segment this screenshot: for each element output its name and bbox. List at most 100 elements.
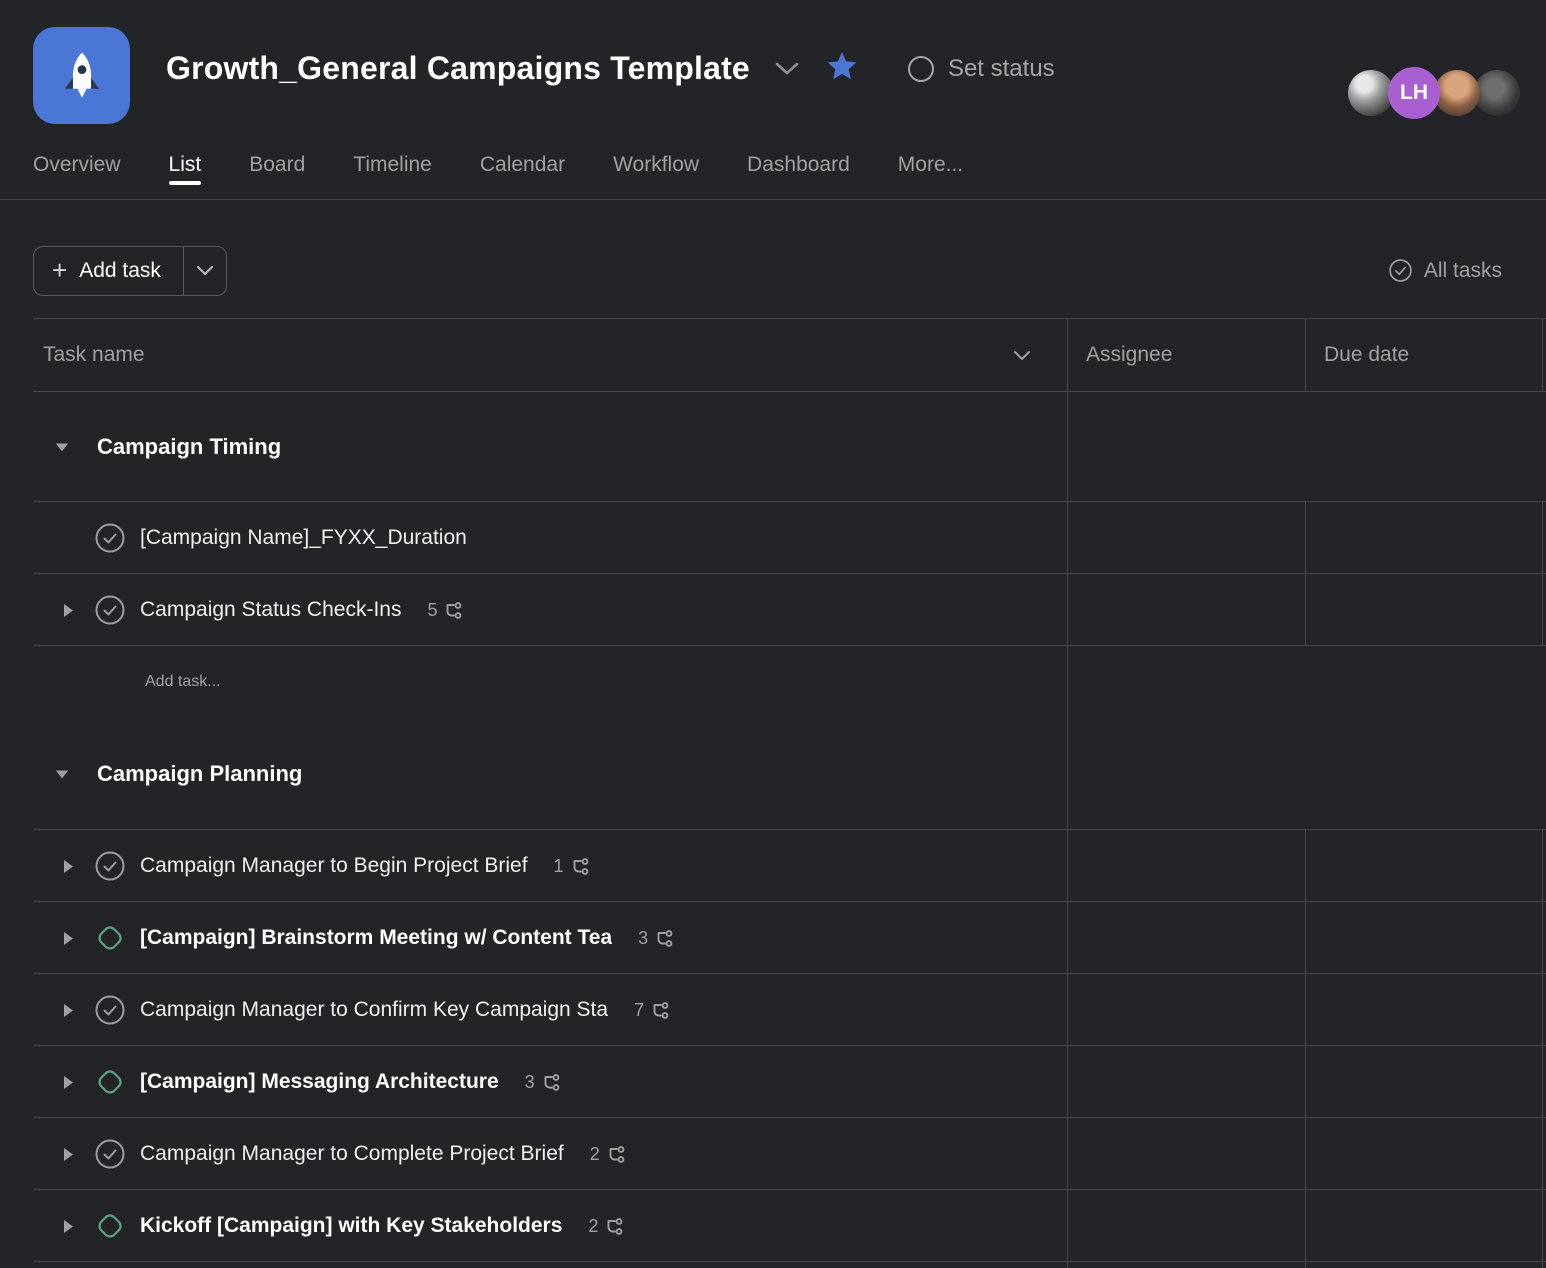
expand-subtasks-icon[interactable] — [62, 859, 75, 874]
due-date-cell[interactable] — [1305, 1190, 1543, 1262]
all-tasks-label: All tasks — [1423, 258, 1502, 282]
avatar[interactable] — [1434, 70, 1480, 116]
due-date-cell[interactable] — [1305, 830, 1543, 902]
task-row[interactable]: [Campaign] Messaging Architecture 3 — [0, 1046, 1546, 1118]
section-title[interactable]: Campaign Timing — [97, 434, 282, 459]
check-circle-icon — [1389, 259, 1412, 282]
set-status-button[interactable]: Set status — [907, 55, 1055, 83]
task-row[interactable]: Campaign Status Check-Ins 5 — [0, 574, 1546, 646]
expand-subtasks-icon[interactable] — [62, 603, 75, 618]
rocket-icon — [64, 51, 99, 98]
column-due-date[interactable]: Due date — [1305, 318, 1543, 392]
due-date-cell[interactable] — [1305, 1046, 1543, 1118]
task-table: Task name Assignee Due date Campaign Tim… — [0, 318, 1546, 1268]
due-date-cell[interactable] — [1305, 1118, 1543, 1190]
task-name[interactable]: Campaign Manager to Complete Project Bri… — [140, 1142, 564, 1165]
view-tab-bar: Overview List Board Timeline Calendar Wo… — [0, 130, 1546, 200]
tab-more[interactable]: More... — [897, 152, 964, 176]
subtask-icon — [573, 857, 588, 875]
subtask-count: 2 — [588, 1216, 623, 1237]
subtask-count: 3 — [525, 1072, 560, 1093]
subtask-count: 5 — [427, 600, 462, 621]
due-date-cell[interactable] — [1305, 574, 1543, 646]
subtask-count: 3 — [638, 928, 673, 949]
member-avatars: LH — [1348, 67, 1522, 119]
all-tasks-filter[interactable]: All tasks — [1388, 258, 1502, 283]
status-circle-icon — [907, 55, 934, 82]
complete-task-icon[interactable] — [95, 851, 125, 881]
subtask-count: 2 — [590, 1144, 625, 1165]
expand-subtasks-icon[interactable] — [62, 1219, 75, 1234]
task-row[interactable]: Campaign Manager to Confirm Key Campaign… — [0, 974, 1546, 1046]
title-dropdown-chevron-icon[interactable] — [774, 61, 800, 77]
complete-task-icon[interactable] — [95, 523, 125, 553]
page-title: Growth_General Campaigns Template — [166, 50, 750, 86]
assignee-cell[interactable] — [1067, 902, 1305, 974]
tab-dashboard[interactable]: Dashboard — [747, 152, 850, 176]
column-task-name[interactable]: Task name — [43, 343, 145, 366]
expand-subtasks-icon[interactable] — [62, 931, 75, 946]
add-task-row[interactable]: Add task... — [0, 646, 1546, 718]
tab-timeline[interactable]: Timeline — [353, 152, 432, 176]
section-collapse-icon[interactable] — [55, 441, 69, 453]
section-title[interactable]: Campaign Planning — [97, 761, 303, 786]
tab-board[interactable]: Board — [249, 152, 306, 176]
task-name[interactable]: Campaign Manager to Begin Project Brief — [140, 854, 528, 877]
add-task-inline-label[interactable]: Add task... — [145, 673, 221, 690]
expand-subtasks-icon[interactable] — [62, 1147, 75, 1162]
task-name[interactable]: Kickoff [Campaign] with Key Stakeholders — [140, 1214, 563, 1237]
assignee-cell[interactable] — [1067, 830, 1305, 902]
section-row-campaign-timing: Campaign Timing — [0, 392, 1546, 502]
milestone-icon[interactable] — [95, 1211, 125, 1241]
favorite-star-icon[interactable] — [826, 51, 858, 86]
task-name[interactable]: [Campaign Name]_FYXX_Duration — [140, 526, 467, 549]
tab-calendar[interactable]: Calendar — [479, 152, 566, 176]
assignee-cell[interactable] — [1067, 974, 1305, 1046]
task-row[interactable]: Campaign Manager to Begin Project Brief … — [0, 830, 1546, 902]
assignee-cell[interactable] — [1067, 1118, 1305, 1190]
avatar[interactable] — [1474, 70, 1520, 116]
avatar[interactable] — [1348, 70, 1394, 116]
due-date-cell[interactable] — [1305, 974, 1543, 1046]
column-assignee[interactable]: Assignee — [1067, 318, 1305, 392]
project-icon-tile — [33, 27, 130, 124]
task-row[interactable]: Kickoff [Campaign] with Key Stakeholders… — [0, 1190, 1546, 1262]
task-row[interactable]: Campaign Manager to Complete Project Bri… — [0, 1118, 1546, 1190]
assignee-cell[interactable] — [1067, 1190, 1305, 1262]
section-collapse-icon[interactable] — [55, 768, 69, 780]
section-row-campaign-planning: Campaign Planning — [0, 718, 1546, 830]
task-row[interactable]: [Campaign Name]_FYXX_Duration — [0, 502, 1546, 574]
task-name[interactable]: [Campaign] Brainstorm Meeting w/ Content… — [140, 926, 613, 949]
table-header-row: Task name Assignee Due date — [0, 318, 1546, 392]
tab-overview[interactable]: Overview — [33, 152, 121, 176]
expand-subtasks-icon[interactable] — [62, 1003, 75, 1018]
add-task-button[interactable]: + Add task — [33, 245, 227, 296]
milestone-icon[interactable] — [95, 1067, 125, 1097]
task-name[interactable]: Campaign Status Check-Ins — [140, 598, 402, 621]
subtask-icon — [653, 1001, 669, 1019]
due-date-cell[interactable] — [1305, 902, 1543, 974]
avatar[interactable]: LH — [1388, 67, 1440, 119]
expand-subtasks-icon[interactable] — [62, 1075, 75, 1090]
milestone-icon[interactable] — [95, 923, 125, 953]
page-header: Growth_General Campaigns Template Set st… — [0, 0, 1546, 130]
assignee-cell[interactable] — [1067, 574, 1305, 646]
due-date-cell[interactable] — [1305, 502, 1543, 574]
add-task-dropdown-button[interactable] — [182, 246, 226, 295]
subtask-icon — [544, 1073, 559, 1091]
complete-task-icon[interactable] — [95, 1139, 125, 1169]
task-name[interactable]: Campaign Manager to Confirm Key Campaign… — [140, 998, 609, 1021]
complete-task-icon[interactable] — [95, 595, 125, 625]
tab-list[interactable]: List — [168, 130, 201, 199]
add-task-label: Add task — [79, 258, 161, 282]
subtask-icon — [607, 1217, 623, 1235]
subtask-icon — [657, 929, 673, 947]
column-sort-chevron-icon[interactable] — [1013, 350, 1031, 361]
assignee-cell[interactable] — [1067, 502, 1305, 574]
task-name[interactable]: [Campaign] Messaging Architecture — [140, 1070, 499, 1093]
task-row[interactable]: [Campaign] Brainstorm Meeting w/ Content… — [0, 902, 1546, 974]
assignee-cell[interactable] — [1067, 1046, 1305, 1118]
tab-workflow[interactable]: Workflow — [613, 152, 700, 176]
complete-task-icon[interactable] — [95, 995, 125, 1025]
